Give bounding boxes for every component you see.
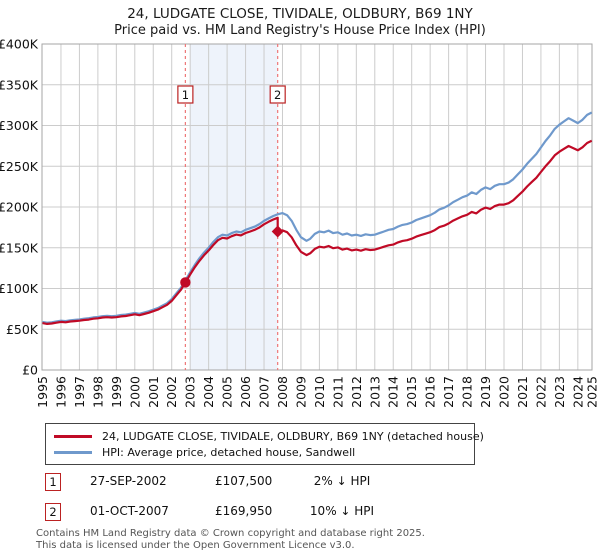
svg-text:£100K: £100K [0,281,39,296]
footer-line-1: Contains HM Land Registry data © Crown c… [36,528,425,539]
price-paid-line [42,139,593,325]
svg-text:1996: 1996 [53,376,68,408]
svg-text:£350K: £350K [0,77,39,92]
svg-text:2019: 2019 [478,376,493,408]
sale-date-1: 27-SEP-2002 [90,474,167,488]
svg-text:2001: 2001 [146,376,161,408]
svg-text:2007: 2007 [257,376,272,408]
page-subtitle: Price paid vs. HM Land Registry's House … [114,23,486,38]
svg-text:2012: 2012 [349,376,364,408]
svg-text:2002: 2002 [164,376,179,408]
sale-price-1: £107,500 [215,474,273,488]
svg-text:2021: 2021 [515,376,530,408]
y-axis-labels: £0 £50K £100K £150K £200K £250K £300K £350K £400… [0,37,39,378]
svg-text:2005: 2005 [220,376,235,408]
svg-text:2017: 2017 [441,376,456,408]
x-axis-labels: 1995 1996 1997 1998 1999 2000 2001 2002 2003 2004… [35,376,600,408]
svg-text:2004: 2004 [201,376,216,408]
grid-layer [42,43,592,371]
sale-flag-2 [269,85,286,104]
page-title: 24, LUDGATE CLOSE, TIVIDALE, OLDBURY, B6… [127,6,473,22]
svg-text:1998: 1998 [90,376,105,408]
svg-text:1995: 1995 [35,376,50,408]
svg-text:2020: 2020 [497,376,512,408]
sale-number-badge-1: 1 [45,473,61,491]
legend-row-price: 24, LUDGATE CLOSE, TIVIDALE, OLDBURY, B6… [54,430,484,443]
svg-text:2022: 2022 [533,376,548,408]
svg-text:2006: 2006 [238,376,253,408]
svg-text:2009: 2009 [293,376,308,408]
sale-price-2: £169,950 [215,504,273,518]
sale-flag-1 [177,85,194,104]
sale-number-badge-2: 2 [45,503,61,521]
chart-legend: 24, LUDGATE CLOSE, TIVIDALE, OLDBURY, B6… [45,423,484,465]
svg-text:2014: 2014 [386,376,401,408]
svg-text:£400K: £400K [0,37,39,52]
svg-text:2025: 2025 [585,376,600,408]
svg-text:2008: 2008 [275,376,290,408]
footer-line-2: This data is licensed under the Open Gov… [36,539,355,551]
sale-row-2: 2 01-OCT-2007 £169,950 10% ↓ HPI [45,503,565,523]
svg-text:£250K: £250K [0,159,39,174]
svg-text:£150K: £150K [0,240,39,255]
svg-text:2011: 2011 [330,376,345,408]
svg-text:2010: 2010 [312,376,327,408]
sale-flag-num-1: 1 [182,88,189,102]
svg-text:1999: 1999 [109,376,124,408]
svg-text:2003: 2003 [183,376,198,408]
legend-line-hpi-icon [54,450,92,454]
sale-marker-1 [180,277,191,288]
legend-label-hpi: HPI: Average price, detached house, Sand… [102,445,356,459]
hpi-line [42,111,593,324]
svg-text:2000: 2000 [127,376,142,408]
svg-text:£50K: £50K [6,322,39,337]
legend-line-price-icon [54,434,92,438]
svg-text:1997: 1997 [72,376,87,408]
sale-flag-num-2: 2 [274,88,281,102]
sale-row-1: 1 27-SEP-2002 £107,500 2% ↓ HPI [45,473,565,493]
legend-row-hpi: HPI: Average price, detached house, Sand… [54,446,466,459]
svg-text:2024: 2024 [570,376,585,408]
sale-marker-2 [271,225,284,238]
sale-vs-hpi-1: 2% ↓ HPI [313,474,371,488]
sale-date-2: 01-OCT-2007 [90,504,169,518]
svg-text:£300K: £300K [0,118,39,133]
svg-text:2016: 2016 [423,376,438,408]
svg-text:£0: £0 [22,363,38,378]
chart-title-block: 24, LUDGATE CLOSE, TIVIDALE, OLDBURY, B6… [0,6,600,39]
plot-border [41,43,593,371]
svg-text:£200K: £200K [0,200,39,215]
license-footer: Contains HM Land Registry data © Crown c… [36,528,596,551]
svg-text:2023: 2023 [552,376,567,408]
legend-label-price: 24, LUDGATE CLOSE, TIVIDALE, OLDBURY, B6… [102,429,484,443]
price-chart: 1 2 £0 £50K £100K £150K £200K £250K £300K £350K £4… [0,37,600,408]
svg-text:2015: 2015 [404,376,419,408]
svg-text:2018: 2018 [460,376,475,408]
sale-vs-hpi-2: 10% ↓ HPI [309,504,375,518]
svg-text:2013: 2013 [367,376,382,408]
